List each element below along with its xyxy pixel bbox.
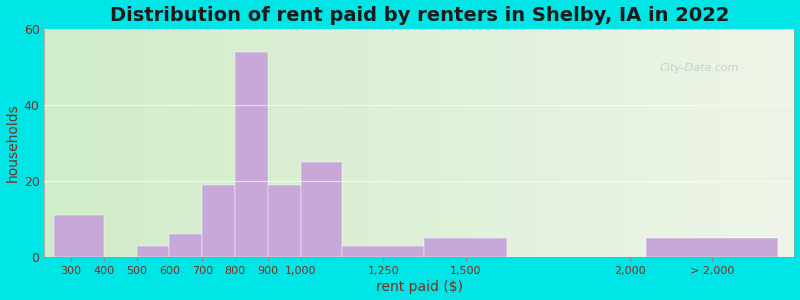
Bar <box>137 246 170 257</box>
Bar <box>424 238 506 257</box>
Bar <box>646 238 778 257</box>
X-axis label: rent paid ($): rent paid ($) <box>376 280 463 294</box>
Bar <box>268 185 301 257</box>
Bar <box>342 246 424 257</box>
Bar <box>54 215 104 257</box>
Title: Distribution of rent paid by renters in Shelby, IA in 2022: Distribution of rent paid by renters in … <box>110 6 730 25</box>
Bar <box>170 234 202 257</box>
Bar <box>202 185 235 257</box>
Text: City-Data.com: City-Data.com <box>659 63 739 73</box>
Bar <box>301 162 342 257</box>
Y-axis label: households: households <box>6 104 19 182</box>
Bar <box>235 52 268 257</box>
